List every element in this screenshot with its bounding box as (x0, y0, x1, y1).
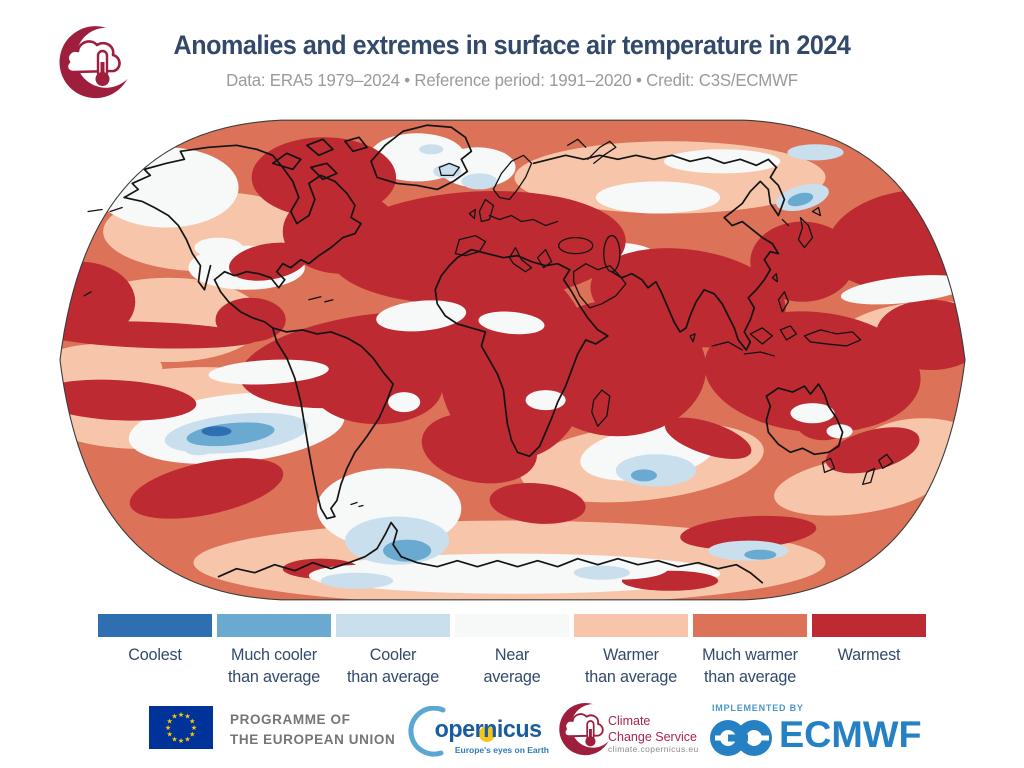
ccs-name: Climate Change Service (608, 714, 697, 745)
legend-swatch-cooler (336, 614, 450, 637)
madagascar-outline (591, 389, 611, 427)
legend-item-warmest: Warmest (812, 614, 926, 688)
australia-outline (765, 383, 844, 456)
copernicus-swoosh-icon (408, 706, 446, 757)
legend-item-much-cooler: Much cooler than average (217, 614, 331, 688)
svg-text:★: ★ (191, 724, 197, 732)
iceland-outline (438, 162, 460, 177)
legend-item-much-warmer: Much warmer than average (693, 614, 807, 688)
asia-outline (610, 166, 786, 351)
climate-change-service-logo: Climate Change Service climate.copernicu… (556, 695, 716, 767)
page-subtitle: Data: ERA5 1979–2024 • Reference period:… (226, 70, 798, 90)
svg-text:★: ★ (178, 711, 184, 719)
svg-text:★: ★ (167, 718, 173, 726)
legend-swatch-warmest (812, 614, 926, 637)
c3s-cloud-thermometer-logo (59, 26, 128, 99)
copernicus-sun-dot (479, 726, 495, 742)
svg-text:★: ★ (189, 718, 195, 726)
coastlines (83, 124, 894, 584)
legend-item-near-average: Near average (455, 614, 569, 688)
legend-item-warmer: Warmer than average (574, 614, 688, 688)
svg-text:★: ★ (165, 724, 171, 732)
ccs-url: climate.copernicus.eu (608, 744, 699, 754)
footer: ★ ★ ★ ★ ★ ★ ★ ★ ★ ★ ★ ★ PROGRAMME OF THE EUROPEA… (0, 695, 1024, 768)
page-title: Anomalies and extremes in surface air te… (173, 30, 851, 60)
legend-item-cooler: Cooler than average (336, 614, 450, 688)
svg-text:★: ★ (171, 713, 177, 721)
ecmwf-wordmark: ECMWF (779, 714, 922, 755)
legend-swatch-coolest (98, 614, 212, 637)
antarctica-coast (217, 521, 764, 584)
ecmwf-logo: IMPLEMENTED BY ECMWF (697, 703, 967, 763)
south-america-outline (271, 327, 394, 520)
ecmwf-symbol-icon (710, 720, 772, 756)
legend-swatch-much-warmer (693, 614, 807, 637)
svg-text:★: ★ (184, 713, 190, 721)
svg-text:★: ★ (167, 731, 173, 739)
eu-flag: ★ ★★ ★★★ ★★★ ★★★ (149, 706, 213, 749)
copernicus-wordmark: opernicus (434, 716, 542, 743)
africa-outline (434, 248, 609, 458)
copernicus-tagline: Europe's eyes on Earth (454, 745, 549, 755)
svg-text:★: ★ (184, 735, 190, 743)
svg-text:★: ★ (171, 735, 177, 743)
world-anomaly-map (58, 118, 966, 602)
legend-swatch-near-average (455, 614, 569, 637)
copernicus-logo: opernicus Europe's eyes on Earth (403, 698, 553, 762)
svg-text:★: ★ (178, 737, 184, 745)
svg-text:★: ★ (189, 731, 195, 739)
projection-outline (59, 119, 966, 601)
anomaly-regions (60, 120, 965, 600)
legend-swatch-warmer (574, 614, 688, 637)
eu-programme-label: PROGRAMME OF THE EUROPEAN UNION (230, 712, 396, 747)
legend-swatch-much-cooler (217, 614, 331, 637)
greenland-outline (370, 124, 473, 191)
color-legend: Coolest Much cooler than average Cooler th… (98, 614, 931, 688)
legend-item-coolest: Coolest (98, 614, 212, 688)
implemented-by-label: IMPLEMENTED BY (712, 703, 804, 713)
c3s-cloud-thermometer-icon (559, 703, 609, 756)
